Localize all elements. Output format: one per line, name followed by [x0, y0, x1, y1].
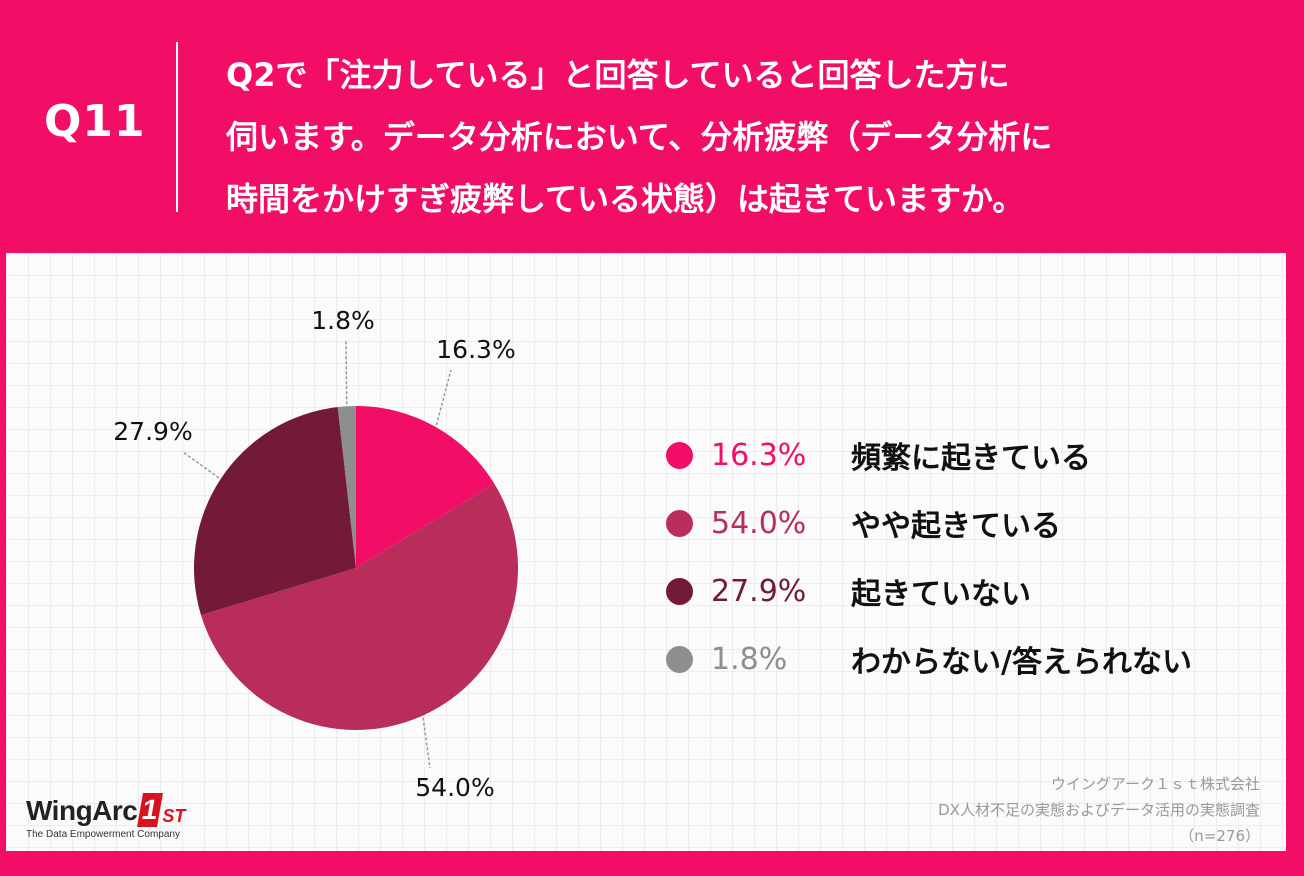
legend-swatch-not: [666, 577, 693, 605]
source-company: ウイングアーク１ｓｔ株式会社: [1050, 775, 1260, 793]
logo-badge: 1: [137, 793, 164, 827]
slice-label-somewhat: 54.0%: [415, 773, 494, 802]
question-number: Q11: [44, 96, 146, 147]
slice-label-not: 27.9%: [113, 417, 192, 446]
legend-value: 54.0%: [711, 505, 807, 541]
source-sample: （n=276）: [1179, 827, 1260, 845]
legend-value: 27.9%: [711, 573, 807, 609]
legend-item: 16.3% 頻繁に起きている: [666, 421, 1192, 489]
wingarc-logo: WingArc 1 ST The Data Empowerment Compan…: [26, 793, 185, 840]
legend-label: わからない/答えられない: [851, 645, 1192, 680]
slice-label-frequent: 16.3%: [436, 335, 515, 364]
question-line: Q2で「注力している」と回答していると回答した方に: [226, 56, 1010, 94]
question-text: Q2で「注力している」と回答していると回答した方に 伺います。データ分析において…: [226, 44, 1286, 230]
legend-swatch-unknown: [666, 645, 693, 673]
legend-value: 1.8%: [711, 641, 788, 677]
legend-item: 54.0% やや起きている: [666, 489, 1192, 557]
source-survey: DX人材不足の実態およびデータ活用の実態調査: [938, 801, 1260, 819]
logo-tagline: The Data Empowerment Company: [26, 829, 180, 840]
chart-legend: 16.3% 頻繁に起きている 54.0% やや起きている 27.9% 起きていな…: [666, 421, 1192, 693]
header-divider: [176, 42, 178, 212]
legend-label: やや起きている: [851, 509, 1061, 544]
legend-swatch-somewhat: [666, 509, 693, 537]
pie-slice-somewhat: [201, 483, 519, 731]
logo-suffix: ST: [162, 806, 186, 826]
question-header: Q11 Q2で「注力している」と回答していると回答した方に 伺います。データ分析…: [0, 0, 1304, 250]
legend-value: 16.3%: [711, 437, 807, 473]
source-note: ウイングアーク１ｓｔ株式会社 DX人材不足の実態およびデータ活用の実態調査 （n…: [938, 771, 1260, 849]
logo-wordmark: WingArc: [26, 795, 138, 826]
legend-item: 1.8% わからない/答えられない: [666, 625, 1192, 693]
pie-chart: 16.3% 54.0% 27.9% 1.8%: [113, 306, 519, 802]
leader-line-unknown: [345, 340, 348, 405]
leader-line-frequent: [435, 369, 452, 426]
slice-label-unknown: 1.8%: [311, 306, 375, 335]
legend-label: 起きていない: [851, 577, 1031, 612]
pie-slice-unknown: [337, 406, 356, 568]
leader-line-not: [182, 451, 220, 479]
chart-panel: 16.3% 54.0% 27.9% 1.8% 16.3% 頻繁に起きている 54.0%…: [6, 253, 1286, 851]
legend-item: 27.9% 起きていない: [666, 557, 1192, 625]
question-line: 伺います。データ分析において、分析疲弊（データ分析に: [226, 118, 1053, 156]
pie-slice-not: [194, 407, 356, 616]
pie-slice-frequent: [356, 406, 495, 568]
question-line: 時間をかけすぎ疲弊している状態）は起きていますか。: [226, 180, 1025, 218]
legend-swatch-frequent: [666, 441, 693, 469]
leader-line-somewhat: [422, 717, 431, 769]
legend-label: 頻繁に起きている: [851, 441, 1091, 476]
